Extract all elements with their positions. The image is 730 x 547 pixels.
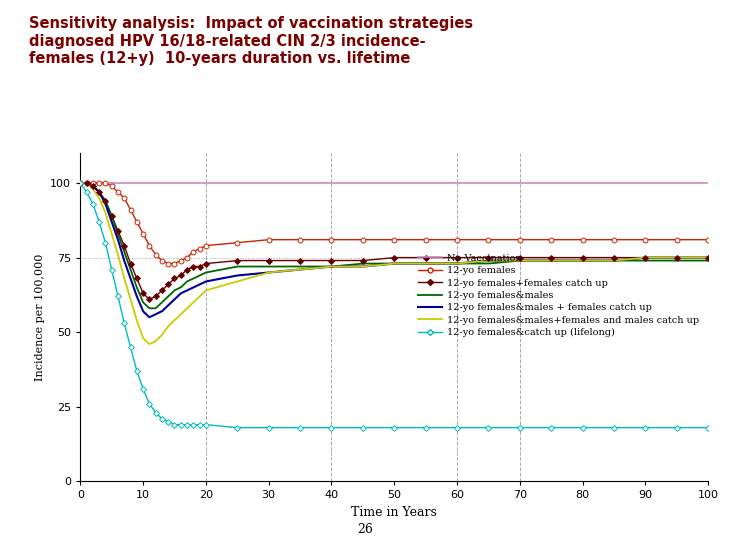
Y-axis label: Incidence per 100,000: Incidence per 100,000 [35, 254, 45, 381]
Text: Sensitivity analysis:  Impact of vaccination strategies
diagnosed HPV 16/18-rela: Sensitivity analysis: Impact of vaccinat… [29, 16, 473, 66]
Text: 26: 26 [357, 523, 373, 536]
X-axis label: Time in Years: Time in Years [351, 506, 437, 519]
Legend: No Vaccination, 12-yo females, 12-yo females+females catch up, 12-yo females&mal: No Vaccination, 12-yo females, 12-yo fem… [414, 250, 703, 341]
